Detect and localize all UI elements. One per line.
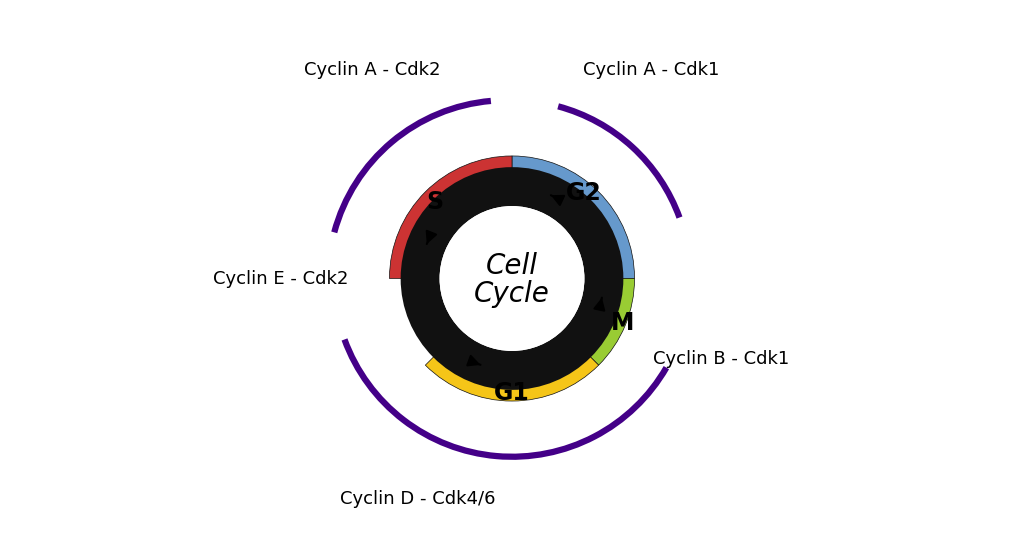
Text: G1: G1 — [495, 380, 529, 405]
Text: Cycle: Cycle — [474, 280, 550, 308]
Wedge shape — [565, 278, 635, 365]
Text: Cyclin B - Cdk1: Cyclin B - Cdk1 — [652, 350, 790, 368]
Wedge shape — [512, 156, 635, 278]
Text: Cyclin A - Cdk1: Cyclin A - Cdk1 — [583, 61, 720, 79]
Text: M: M — [611, 311, 635, 335]
Text: Cyclin D - Cdk4/6: Cyclin D - Cdk4/6 — [340, 490, 495, 507]
Text: Cell: Cell — [486, 252, 538, 280]
Text: S: S — [427, 190, 443, 214]
Text: Cyclin A - Cdk2: Cyclin A - Cdk2 — [304, 61, 441, 79]
Wedge shape — [425, 331, 599, 401]
Text: G2: G2 — [565, 181, 601, 205]
Wedge shape — [389, 156, 512, 278]
Circle shape — [439, 206, 585, 351]
Text: Cyclin E - Cdk2: Cyclin E - Cdk2 — [213, 270, 348, 287]
